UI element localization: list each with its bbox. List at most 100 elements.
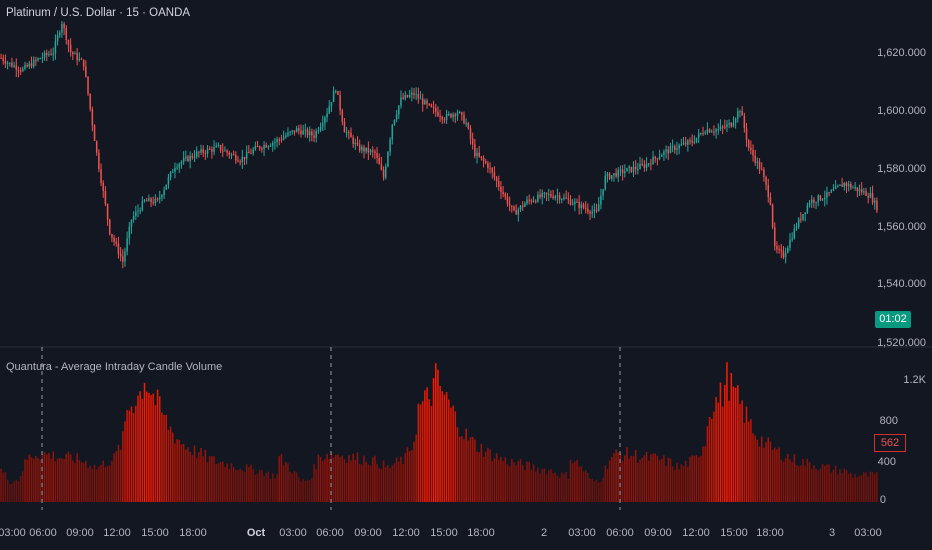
candle-body [765, 176, 767, 185]
candle-body [600, 195, 602, 205]
candle-body [304, 129, 307, 131]
candle-body [739, 111, 741, 113]
volume-bar [411, 450, 413, 502]
time-axis-label: 06:00 [29, 527, 57, 539]
volume-bar [639, 459, 641, 502]
volume-bar [837, 474, 839, 502]
indicator-title[interactable]: Quantura - Average Intraday Candle Volum… [6, 361, 223, 373]
candle-body [865, 191, 867, 196]
candle-body [324, 117, 326, 123]
volume-axis-label: 0 [879, 494, 886, 506]
candle-body [363, 147, 365, 152]
symbol-title[interactable]: Platinum / U.S. Dollar · 15 · OANDA [6, 7, 191, 19]
candle-body [254, 146, 257, 150]
candle-body [128, 226, 131, 239]
volume-bar [250, 464, 252, 502]
volume-bar [337, 454, 339, 502]
candle-body [37, 58, 39, 61]
volume-bar [480, 443, 483, 502]
candle-body [28, 63, 31, 67]
volume-bar [26, 459, 28, 502]
candle-body [750, 147, 752, 150]
candle-body [413, 92, 415, 95]
candle-body [180, 161, 183, 165]
volume-bar [604, 465, 607, 502]
candle-body [161, 195, 163, 198]
candle-body [678, 145, 680, 149]
volume-bar [602, 477, 604, 502]
volume-bar [54, 461, 57, 502]
candle-body [663, 151, 665, 155]
volume-bar [293, 470, 296, 502]
volume-bar [858, 475, 861, 502]
candle-body [524, 203, 526, 207]
volume-bar [428, 399, 430, 502]
volume-bar [463, 439, 465, 502]
volume-bar [828, 464, 830, 502]
candle-body [597, 204, 600, 212]
candle-body [269, 145, 272, 147]
candle-body [626, 168, 628, 172]
volume-bar [300, 481, 302, 502]
candle-body [243, 156, 246, 159]
candle-body [652, 156, 654, 165]
volume-bar [763, 447, 765, 502]
candle-body [354, 142, 357, 145]
volume-bar [821, 463, 824, 502]
volume-bar [221, 461, 224, 502]
candle-body [291, 130, 294, 132]
candle-body [747, 139, 750, 148]
candle-body [650, 163, 652, 165]
volume-bar [89, 465, 91, 502]
volume-bar [465, 428, 467, 502]
volume-bar [660, 458, 663, 502]
volume-bar [752, 433, 754, 502]
candle-body [187, 156, 189, 162]
volume-bar [241, 470, 244, 502]
volume-bar [324, 458, 326, 502]
volume-bar [237, 470, 239, 502]
candle-body [252, 149, 254, 154]
candle-body [195, 151, 198, 158]
candle-body [393, 119, 396, 125]
candle-body [839, 184, 841, 186]
volume-bar [263, 476, 265, 502]
volume-bar [834, 465, 837, 502]
volume-bar [211, 456, 213, 502]
volume-bar [285, 461, 287, 502]
volume-bar [326, 453, 328, 502]
candle-body [265, 145, 267, 148]
volume-bar [19, 476, 22, 502]
volume-bar [148, 392, 150, 502]
candle-body [863, 191, 865, 193]
candle-body [587, 208, 589, 212]
volume-bar [567, 478, 570, 502]
candle-body [32, 59, 35, 67]
time-axis-label: 03:00 [854, 527, 882, 539]
candle-body [348, 132, 350, 134]
volume-bar [352, 453, 354, 502]
volume-bar [719, 382, 722, 502]
volume-bar [550, 469, 552, 502]
candle-body [389, 139, 391, 153]
candle-body [141, 201, 144, 211]
candle-body [302, 130, 304, 135]
candle-body [689, 140, 691, 142]
volume-bar [867, 476, 869, 502]
candle-body [154, 198, 157, 204]
candle-body [593, 209, 596, 212]
candle-body [606, 173, 609, 176]
candle-body [547, 194, 550, 196]
volume-bar [487, 447, 489, 502]
volume-bar [182, 443, 185, 502]
candle-body [817, 195, 819, 202]
candle-body [245, 151, 248, 159]
candle-body [441, 117, 444, 120]
candle-body [356, 142, 359, 145]
candle-body [506, 196, 509, 204]
candle-body [491, 168, 494, 173]
volume-bar [276, 474, 278, 502]
volume-bar [467, 440, 470, 502]
